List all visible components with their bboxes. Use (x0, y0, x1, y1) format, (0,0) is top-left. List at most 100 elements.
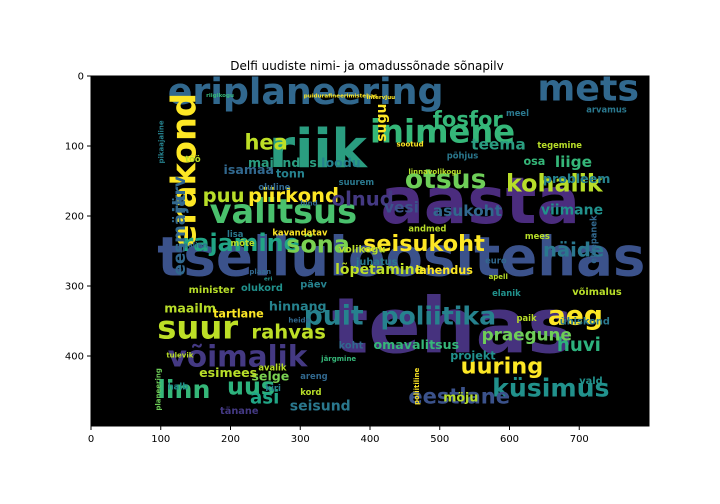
word-omavalitsus: omavalitsus (373, 337, 459, 352)
word-lahendus: lahendus (415, 264, 473, 277)
word-majandus: majandus (248, 155, 317, 170)
y-tick-label: 100 (65, 142, 84, 153)
word-koht: koht (339, 340, 364, 351)
word-poliitiline: poliitiline (413, 367, 421, 405)
word-probleem: probleem (543, 171, 610, 186)
word-uuring: uuring (461, 354, 544, 380)
word-kiri: kiri (265, 383, 281, 393)
word-huvi: huvi (557, 335, 601, 356)
word-eri: eri (264, 276, 273, 282)
y-tick-label: 0 (78, 72, 84, 83)
word-aeg: aeg (548, 301, 603, 332)
word-paik: paik (516, 313, 537, 323)
word-avalik: avalik (258, 363, 287, 373)
plot-frame (90, 75, 650, 427)
word-valitsus: valitsus (210, 192, 358, 231)
word-põhjus: põhjus (447, 151, 479, 161)
wordcloud-background (91, 76, 649, 426)
word-kord: kord (300, 387, 321, 397)
word-volikogu: volikogu (339, 244, 386, 255)
word-kavandatav: kavandatav (272, 228, 328, 238)
word-juhatus: juhatus (355, 257, 398, 268)
x-axis: 0 100 200 300 400 500 600 700 (88, 426, 589, 445)
x-tick-label: 200 (221, 434, 240, 445)
word-projekt: projekt (450, 350, 496, 363)
x-tick-label: 600 (500, 434, 519, 445)
word-puit: puit (304, 301, 364, 332)
word-möju: möju (443, 390, 478, 405)
word-poliitika: poliitika (380, 302, 496, 331)
word-halb: halb (168, 382, 188, 392)
word-riik: riik (269, 118, 369, 180)
word-euro: euro (485, 256, 507, 266)
word-tartlane: tartlane (213, 308, 264, 321)
word-riigikogu: riigikogu (206, 93, 234, 99)
word-osa: osa (523, 155, 545, 168)
word-praegune: praegune (482, 325, 572, 345)
word-selge: selge (251, 369, 289, 384)
word-areng: areng (300, 371, 327, 381)
word-võimalus: võimalus (572, 287, 622, 298)
word-sugu: sugu (374, 104, 390, 142)
word-hinnang: hinnang (269, 299, 327, 314)
word-meel: meel (506, 108, 529, 118)
word-mõte: mõte (231, 238, 255, 248)
word-erakond: erakond (165, 93, 204, 247)
word-inimene: inimene (370, 113, 515, 151)
word-küsimus: küsimus (492, 374, 609, 403)
word-heide: heide (288, 316, 310, 324)
word-võimalik: võimalik (168, 340, 309, 374)
word-oluline: oluline (258, 182, 290, 192)
y-tick-label: 300 (65, 282, 84, 293)
word-maailm: maailm (164, 301, 216, 316)
word-liige: liige (555, 153, 592, 171)
word-rajamine: rajamine (182, 229, 300, 257)
x-tick-label: 400 (360, 434, 379, 445)
word-lõpetamine: lõpetamine (335, 262, 424, 278)
word-asi: asi (250, 388, 279, 409)
word-asukoht: asukoht (433, 202, 502, 220)
word-pikaajaline: pikaajaline (158, 120, 166, 163)
word-plaan: plaan (249, 268, 271, 276)
word-mets: mets (537, 67, 639, 110)
word-lisa: lisa (227, 229, 243, 239)
word-olukord: olukord (241, 283, 283, 294)
word-aasta: aasta (380, 164, 579, 239)
word-intervjuu: intervjuu (367, 95, 396, 101)
word-eriplaneering: eriplaneering (168, 70, 444, 113)
word-tehas: tehas (332, 283, 574, 372)
word-linnavolikogu: linnavolikogu (408, 168, 461, 176)
word-hea: hea (244, 131, 287, 155)
word-arvamus: arvamus (586, 104, 627, 114)
word-päev: päev (300, 279, 327, 290)
word-linn: linn (157, 375, 210, 404)
word-sootud: sootud (397, 141, 424, 149)
word-vesi: vesi (384, 199, 419, 217)
x-tick-label: 0 (88, 434, 94, 445)
word-planeering: planeering (155, 368, 163, 410)
word-viimane: viimane (541, 203, 603, 219)
word-tselluloositehas: tselluloositehas (157, 225, 645, 289)
word-tänane: tänane (220, 406, 259, 417)
word-järv: järv (169, 176, 189, 213)
word-vald: vald (579, 376, 602, 387)
word-loodu: loodu (321, 155, 361, 170)
word-otsus: otsus (405, 164, 487, 195)
word-järgmine: järgmine (320, 355, 356, 363)
word-fosfor: fosfor (433, 107, 504, 131)
word-eestlane: eestlane (408, 385, 510, 409)
wordcloud-image: tehastselluloositehasaastariikeriplaneer… (91, 67, 649, 426)
x-tick-label: 500 (430, 434, 449, 445)
x-tick-label: 700 (570, 434, 589, 445)
word-sõna: sõna (286, 230, 350, 258)
y-axis: 0 100 200 300 400 (65, 72, 91, 363)
x-tick-label: 100 (151, 434, 170, 445)
wordcloud-words: tehastselluloositehasaastariikeriplaneer… (155, 67, 646, 417)
word-minister: minister (189, 285, 235, 296)
word-puidurafineerimistehas: puidurafineerimistehas (304, 94, 378, 100)
word-rahvas: rahvas (251, 321, 325, 344)
word-piirkond: piirkond (248, 184, 339, 207)
word-apell: apell (489, 273, 508, 281)
word-seisukoht: seisukoht (363, 231, 485, 257)
